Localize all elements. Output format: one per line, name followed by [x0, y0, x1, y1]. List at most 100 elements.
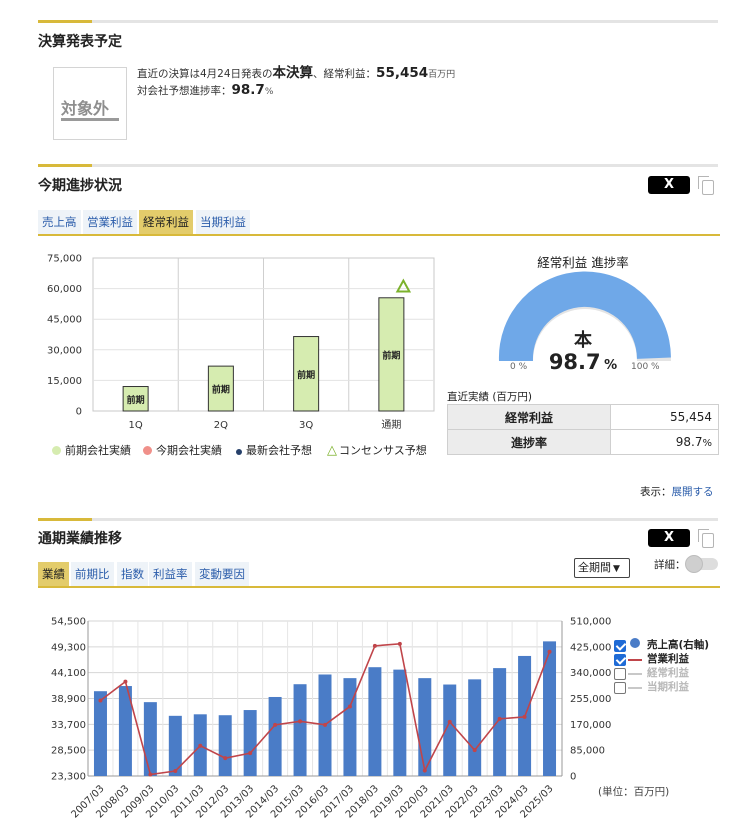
bar-label: 前期	[297, 369, 315, 381]
x-tick-label: 1Q	[129, 420, 143, 431]
display-label: 表示：	[640, 486, 672, 498]
left-tick-label: 38,900	[51, 694, 86, 705]
tab-margin[interactable]: 利益率	[149, 562, 192, 586]
right-tick-label: 510,000	[570, 617, 611, 628]
gauge-title: 経常利益 進捗率	[537, 255, 629, 270]
table-row: 進捗率 98.7%	[447, 429, 719, 455]
series-checkbox-net[interactable]	[614, 682, 626, 694]
x-tick-label: 3Q	[299, 420, 313, 431]
sales-bar	[218, 715, 232, 776]
bar	[378, 297, 405, 412]
annual-trend-chart: 23,300 0 28,500 85,000 33,700 170,000 38,900 25…	[51, 617, 611, 821]
copy-icon[interactable]	[698, 529, 714, 548]
operating-profit-point	[98, 698, 103, 703]
rate-value: 98.7	[231, 82, 265, 98]
operating-profit-point	[273, 722, 278, 727]
share-x-button[interactable]: X	[648, 176, 690, 194]
operating-profit-point	[173, 769, 178, 774]
earnings-summary-line: 直近の決算は4月24日発表の本決算、経常利益：55,454百万円	[137, 61, 455, 81]
series-checkbox-ordinary[interactable]	[614, 668, 626, 680]
right-tick-label: 425,000	[570, 642, 611, 653]
left-tick-label: 54,500	[51, 617, 86, 628]
sales-bar	[93, 691, 107, 776]
tab-sales[interactable]: 売上高	[38, 210, 81, 234]
ordinary-series-marker	[628, 673, 642, 675]
period-select[interactable]: 全期間 ▼	[574, 558, 630, 578]
right-tick-label: 340,000	[570, 668, 611, 679]
right-tick-label: 255,000	[570, 694, 611, 705]
bar	[207, 365, 234, 412]
operating-profit-point	[298, 719, 303, 724]
series-checkbox-operating[interactable]	[614, 654, 626, 666]
operating-profit-point	[323, 722, 327, 727]
legend-prev-actual: 前期会社実績	[52, 442, 131, 458]
table-row: 経常利益 55,454	[447, 404, 719, 430]
table-key: 進捗率	[447, 429, 611, 455]
bar-label: 前期	[127, 394, 145, 406]
sales-bar	[168, 715, 182, 776]
net-series-marker	[628, 687, 642, 689]
progress-gauge	[498, 271, 671, 361]
operating-profit-point	[472, 748, 477, 753]
operating-profit-point	[198, 743, 203, 748]
sales-bar	[293, 684, 307, 776]
copy-icon[interactable]	[698, 176, 714, 195]
sales-bar	[343, 678, 357, 776]
trend-title: 通期業績推移	[38, 531, 122, 547]
tab-net-profit[interactable]: 当期利益	[196, 210, 250, 234]
display-toggle: 表示：展開する	[640, 484, 714, 499]
stamp-text: 対象外	[61, 99, 110, 118]
series-label-net: 当期利益	[647, 681, 689, 693]
operating-profit-point	[497, 716, 502, 721]
table-value: 98.7%	[610, 429, 719, 455]
legend-latest-forecast: 最新会社予想	[236, 442, 312, 458]
operating-profit-point	[248, 751, 253, 756]
operating-profit-point	[547, 649, 552, 654]
operating-profit-point	[223, 756, 228, 761]
progress-rate-line: 対会社予想進捗率：98.7%	[137, 82, 273, 98]
left-tick-label: 44,100	[51, 668, 86, 679]
operating-profit-point	[422, 768, 427, 773]
series-checkbox-sales[interactable]	[614, 640, 626, 652]
summary-unit: 百万円	[428, 70, 456, 80]
left-tick-label: 33,700	[51, 720, 86, 731]
gauge-min-label: 0 %	[510, 362, 528, 372]
sales-series-marker	[630, 638, 640, 648]
legend-consensus: △ コンセンサス予想	[327, 443, 427, 458]
share-x-button[interactable]: X	[648, 529, 690, 547]
right-tick-label: 170,000	[570, 720, 611, 731]
bar-label: 前期	[212, 384, 230, 396]
detail-toggle[interactable]	[685, 555, 718, 573]
sales-bar	[143, 702, 157, 776]
left-tick-label: 49,300	[51, 642, 86, 653]
tab-yoy[interactable]: 前期比	[71, 562, 114, 586]
gauge-max-label: 100 %	[631, 362, 660, 372]
bar	[293, 336, 320, 412]
earnings-schedule-title: 決算発表予定	[38, 34, 122, 50]
expand-link[interactable]: 展開する	[671, 486, 714, 498]
tab-operating-profit[interactable]: 営業利益	[83, 210, 137, 234]
sales-bar	[368, 667, 382, 776]
sales-bar	[118, 686, 132, 776]
operating-profit-point	[123, 679, 128, 684]
bar-label: 前期	[382, 349, 400, 361]
operating-profit-point	[148, 772, 153, 777]
y-tick-label: 0	[76, 407, 82, 418]
y-tick-label: 30,000	[47, 345, 82, 356]
summary-mid: 、経常利益：	[313, 68, 377, 80]
rate-prefix: 対会社予想進捗率：	[137, 85, 232, 97]
section-rule	[38, 518, 718, 521]
gauge-fill	[498, 271, 671, 361]
consensus-marker	[395, 278, 412, 293]
tab-underline	[38, 586, 720, 588]
tab-ordinary-profit[interactable]: 経常利益	[139, 210, 193, 234]
tab-results[interactable]: 業績	[38, 562, 69, 586]
tab-index[interactable]: 指数	[117, 562, 148, 586]
sales-bar	[493, 668, 507, 776]
table-value: 55,454	[610, 404, 719, 430]
progress-title: 今期進捗状況	[38, 178, 122, 194]
x-tick-label: 通期	[381, 419, 401, 431]
tab-factors[interactable]: 変動要因	[195, 562, 249, 586]
right-tick-label: 85,000	[570, 746, 605, 757]
gauge-value: 98.7 %	[548, 350, 618, 374]
